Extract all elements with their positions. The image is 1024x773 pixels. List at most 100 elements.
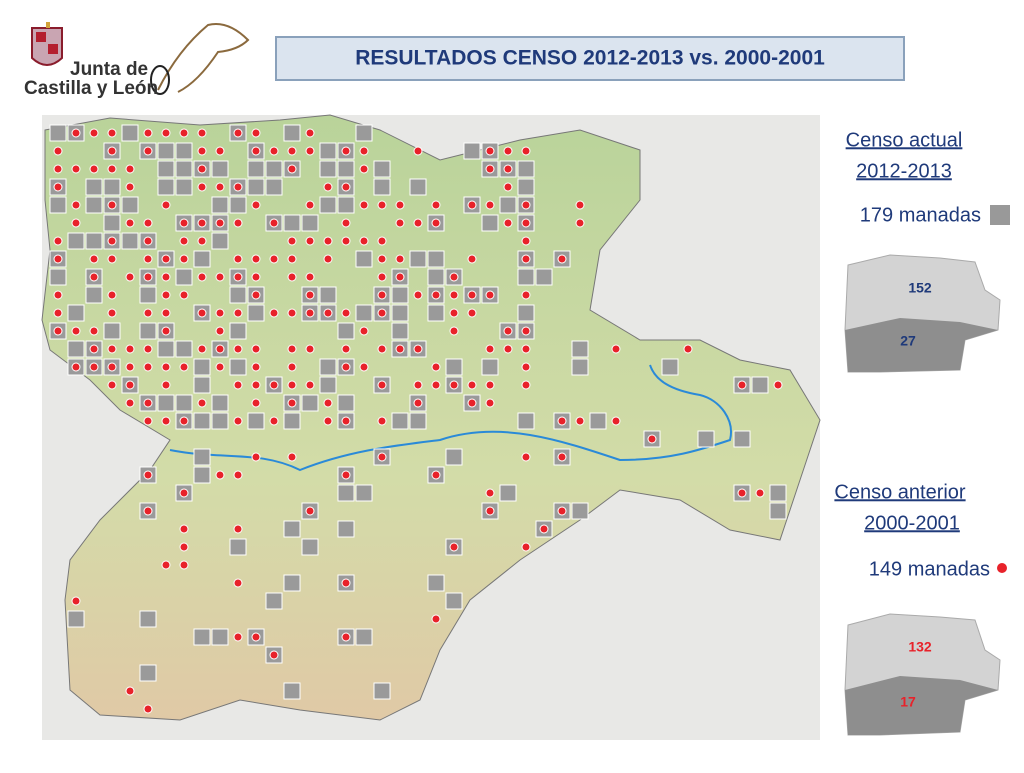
pack-dot <box>431 362 441 372</box>
pack-dot <box>251 254 261 264</box>
pack-square <box>49 196 67 214</box>
pack-dot <box>287 362 297 372</box>
pack-dot <box>305 146 315 156</box>
pack-dot <box>485 290 495 300</box>
pack-dot <box>215 344 225 354</box>
pack-square <box>265 160 283 178</box>
pack-square <box>355 628 373 646</box>
logo: Junta de Castilla y León <box>24 22 250 99</box>
pack-dot <box>359 164 369 174</box>
pack-dot <box>413 344 423 354</box>
pack-dot <box>233 632 243 642</box>
pack-dot <box>251 146 261 156</box>
pack-dot <box>305 506 315 516</box>
pack-dot <box>143 272 153 282</box>
pack-dot <box>251 380 261 390</box>
pack-dot <box>179 542 189 552</box>
region <box>41 114 821 721</box>
pack-dot <box>755 488 765 498</box>
pack-dot <box>107 290 117 300</box>
pack-dot <box>737 488 747 498</box>
pack-dot <box>143 704 153 714</box>
pack-dot <box>179 524 189 534</box>
pack-dot <box>233 416 243 426</box>
mini-map-south <box>845 318 998 372</box>
pack-dot <box>305 128 315 138</box>
pack-dot <box>251 272 261 282</box>
pack-dot <box>125 272 135 282</box>
pack-dot <box>431 380 441 390</box>
pack-dot <box>341 578 351 588</box>
pack-dot <box>71 326 81 336</box>
pack-dot <box>341 362 351 372</box>
pack-square <box>175 394 193 412</box>
pack-dot <box>71 218 81 228</box>
pack-dot <box>89 362 99 372</box>
pack-square <box>481 358 499 376</box>
pack-square <box>301 394 319 412</box>
pack-dot <box>431 290 441 300</box>
pack-dot <box>197 128 207 138</box>
pack-dot <box>395 254 405 264</box>
pack-dot <box>125 362 135 372</box>
pack-square <box>319 358 337 376</box>
pack-dot <box>611 344 621 354</box>
pack-dot <box>71 596 81 606</box>
pack-square <box>265 592 283 610</box>
pack-square <box>337 394 355 412</box>
pack-dot <box>143 416 153 426</box>
pack-square <box>391 304 409 322</box>
pack-dot <box>503 164 513 174</box>
pack-square <box>517 304 535 322</box>
pack-dot <box>467 200 477 210</box>
pack-dot <box>341 308 351 318</box>
pack-dot <box>413 290 423 300</box>
pack-dot <box>215 470 225 480</box>
pack-square <box>283 124 301 142</box>
pack-dot <box>269 218 279 228</box>
south-count: 27 <box>900 333 916 349</box>
pack-square <box>157 142 175 160</box>
pack-dot <box>89 128 99 138</box>
pack-dot <box>89 344 99 354</box>
pack-square <box>517 160 535 178</box>
pack-dot <box>215 182 225 192</box>
pack-dot <box>125 164 135 174</box>
pack-square <box>103 214 121 232</box>
pack-dot <box>377 254 387 264</box>
pack-dot <box>143 398 153 408</box>
pack-square <box>391 322 409 340</box>
pack-dot <box>521 254 531 264</box>
pack-dot <box>377 308 387 318</box>
pack-dot <box>179 362 189 372</box>
pack-dot <box>179 290 189 300</box>
pack-square <box>427 250 445 268</box>
pack-square <box>391 286 409 304</box>
pack-dot <box>107 200 117 210</box>
pack-square <box>769 484 787 502</box>
pack-dot <box>377 200 387 210</box>
pack-dot <box>305 344 315 354</box>
pack-dot <box>395 272 405 282</box>
pack-square <box>535 268 553 286</box>
pack-dot <box>233 218 243 228</box>
pack-dot <box>125 398 135 408</box>
pack-square <box>85 196 103 214</box>
pack-dot <box>341 470 351 480</box>
pack-dot <box>467 254 477 264</box>
pack-square <box>265 178 283 196</box>
pack-dot <box>143 470 153 480</box>
pack-dot <box>395 344 405 354</box>
pack-dot <box>161 254 171 264</box>
pack-dot <box>449 290 459 300</box>
pack-dot <box>521 380 531 390</box>
pack-square <box>211 628 229 646</box>
pack-dot <box>233 272 243 282</box>
pack-square <box>445 358 463 376</box>
logo-text: Castilla y León <box>24 78 158 99</box>
pack-dot <box>485 488 495 498</box>
pack-dot <box>197 398 207 408</box>
pack-square <box>337 520 355 538</box>
pack-square <box>427 304 445 322</box>
